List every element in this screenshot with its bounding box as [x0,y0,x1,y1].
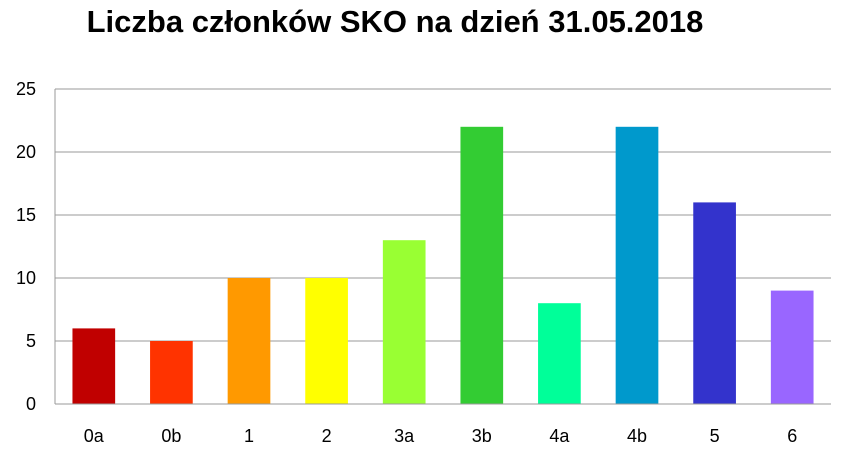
bar-4a [538,303,581,404]
bar-6 [770,290,814,404]
bar-0a [72,328,116,404]
bar-1 [227,278,271,404]
bar-2 [305,278,348,404]
bar-3a [382,240,426,404]
axes [54,89,831,405]
bar-0b [150,341,193,404]
bar-3b [460,126,504,405]
x-tick-label: 3a [394,426,415,446]
bars [72,126,814,405]
chart-title: Liczba członków SKO na dzień 31.05.2018 [86,4,704,39]
x-tick-label: 0b [161,426,181,446]
y-tick-label: 20 [16,142,36,162]
x-tick-label: 2 [322,426,332,446]
x-tick-label: 5 [710,426,720,446]
bar-4b [615,126,659,405]
y-tick-label: 10 [16,268,36,288]
x-tick-label: 4a [549,426,570,446]
y-tick-label: 15 [16,205,36,225]
x-tick-label: 3b [472,426,492,446]
y-tick-label: 0 [26,394,36,414]
y-tick-label: 5 [26,331,36,351]
x-tick-label: 1 [244,426,254,446]
tick-labels: 0 5 10 15 20 25 0a 0b 1 2 3a 3b 4a 4b 5 6 [16,79,797,446]
x-tick-label: 6 [787,426,797,446]
x-tick-label: 4b [627,426,647,446]
y-tick-label: 25 [16,79,36,99]
bar-5 [693,202,736,404]
x-tick-label: 0a [84,426,105,446]
